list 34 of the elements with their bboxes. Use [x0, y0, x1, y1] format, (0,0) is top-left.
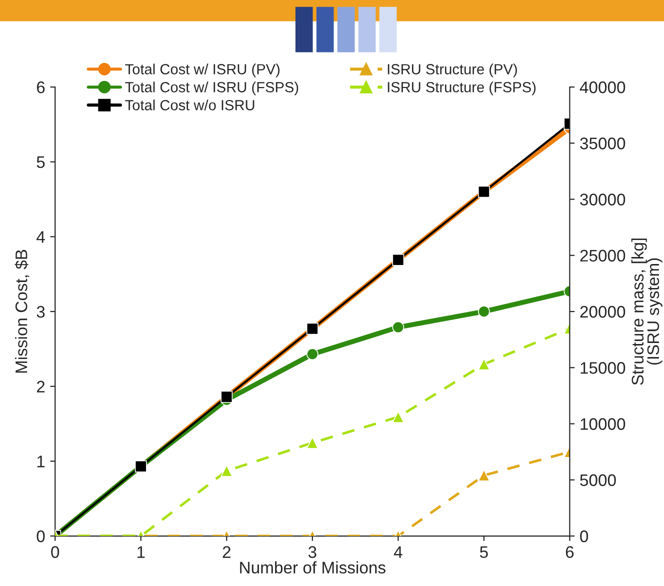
x-tick-label: 2 [222, 546, 230, 558]
y-tick-label: 0 [36, 530, 45, 542]
legend-label: Total Cost w/ ISRU (PV) [125, 64, 280, 78]
y-axis-title: Mission Cost, $B [14, 250, 30, 373]
x-tick-label: 1 [138, 546, 145, 558]
y2-tick-label: 25000 [580, 250, 626, 262]
y2-tick-label: 15000 [580, 362, 626, 374]
y2-tick-label: 10000 [580, 418, 626, 430]
y-tick-label: 1 [37, 456, 45, 468]
y2-tick-label: 0 [580, 530, 588, 542]
y2-tick-label: 35000 [580, 138, 626, 150]
y-tick-label: 4 [36, 231, 45, 243]
x-axis-title: Number of Missions [240, 561, 386, 574]
x-tick-label: 4 [394, 546, 402, 558]
y-tick-label: 3 [36, 306, 45, 318]
legend-label: Total Cost w/o ISRU [125, 100, 254, 110]
y2-tick-label: 5000 [580, 474, 616, 486]
y2-tick-label: 40000 [580, 81, 626, 94]
x-tick-label: 6 [566, 546, 574, 558]
x-tick-label: 5 [480, 546, 488, 558]
x-tick-label: 3 [308, 546, 316, 558]
y2-tick-label: 20000 [580, 306, 626, 318]
legend-label: Total Cost w/ ISRU (FSPS) [125, 82, 298, 96]
point [306, 348, 318, 360]
y-tick-label: 5 [36, 156, 45, 168]
y-tick-label: 6 [36, 81, 45, 94]
y2-tick-label: 30000 [580, 194, 626, 206]
x-tick-label: 0 [51, 546, 60, 558]
point [478, 306, 490, 318]
legend-label: ISRU Structure (PV) [388, 64, 517, 78]
y-tick-label: 2 [36, 380, 45, 392]
y2-axis-title: Structure mass, [kg] (ISRU system) [631, 238, 662, 385]
point [392, 321, 404, 334]
legend-label: ISRU Structure (FSPS) [388, 82, 536, 96]
